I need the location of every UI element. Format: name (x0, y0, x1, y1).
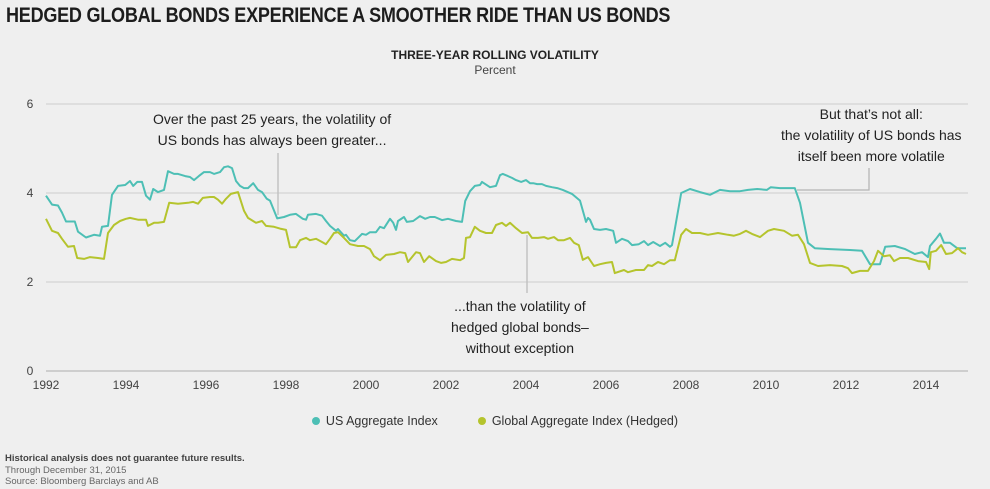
y-axis-ticks: 0 2 4 6 (27, 97, 34, 378)
x-tick-label: 2014 (913, 378, 940, 392)
legend: US Aggregate Index Global Aggregate Inde… (0, 414, 990, 428)
annotation-line: itself been more volatile (797, 148, 945, 164)
annotation-more-volatile: But that’s not all: the volatility of US… (781, 104, 962, 167)
chart-subtitle: THREE-YEAR ROLLING VOLATILITY (391, 48, 599, 62)
annotation-line: hedged global bonds– (451, 319, 589, 335)
annotation-line: the volatility of US bonds has (781, 127, 962, 143)
x-tick-label: 2000 (353, 378, 380, 392)
legend-label: Global Aggregate Index (Hedged) (491, 414, 679, 428)
source-note: Source: Bloomberg Barclays and AB (5, 476, 159, 487)
x-tick-label: 2004 (513, 378, 540, 392)
annotation-line: ...than the volatility of (454, 298, 586, 314)
x-tick-label: 2006 (593, 378, 620, 392)
annotation-line: Over the past 25 years, the volatility o… (153, 111, 392, 127)
legend-item-global[interactable]: Global Aggregate Index (Hedged) (477, 414, 679, 428)
x-tick-label: 2002 (433, 378, 460, 392)
x-tick-label: 2012 (833, 378, 860, 392)
disclaimer: Historical analysis does not guarantee f… (5, 453, 245, 464)
annotation-leaders (277, 153, 870, 293)
series-line-us-aggregate (45, 165, 966, 266)
gridlines (46, 103, 968, 372)
annotation-line: without exception (465, 340, 574, 356)
y-tick-label: 0 (27, 364, 34, 378)
x-tick-label: 1998 (273, 378, 300, 392)
x-tick-label: 1994 (113, 378, 140, 392)
legend-dot-icon (311, 417, 320, 425)
annotation-line: US bonds has always been greater... (157, 132, 387, 148)
chart-unit-label: Percent (474, 63, 516, 77)
series-lines (45, 165, 967, 275)
x-tick-label: 2010 (753, 378, 780, 392)
series-line-global-aggregate-hedged (45, 191, 967, 275)
x-tick-label: 2008 (673, 378, 700, 392)
x-axis-ticks: 1992 1994 1996 1998 2000 2002 2004 2006 2008 2010… (33, 378, 940, 392)
through-date: Through December 31, 2015 (5, 465, 127, 476)
annotation-than-hedged: ...than the volatility of hedged global … (451, 296, 589, 359)
annotation-us-greater: Over the past 25 years, the volatility o… (153, 109, 391, 151)
y-tick-label: 2 (27, 275, 34, 289)
legend-item-us[interactable]: US Aggregate Index (311, 414, 438, 428)
legend-dot-icon (477, 417, 486, 425)
y-tick-label: 6 (27, 97, 34, 111)
annotation-line: But that’s not all: (819, 106, 923, 122)
y-tick-label: 4 (27, 186, 34, 200)
x-tick-label: 1996 (193, 378, 220, 392)
annotation-leader-line (797, 168, 870, 191)
chart-title: HEDGED GLOBAL BONDS EXPERIENCE A SMOOTHE… (6, 4, 671, 27)
legend-label: US Aggregate Index (325, 414, 438, 428)
x-tick-label: 1992 (33, 378, 60, 392)
